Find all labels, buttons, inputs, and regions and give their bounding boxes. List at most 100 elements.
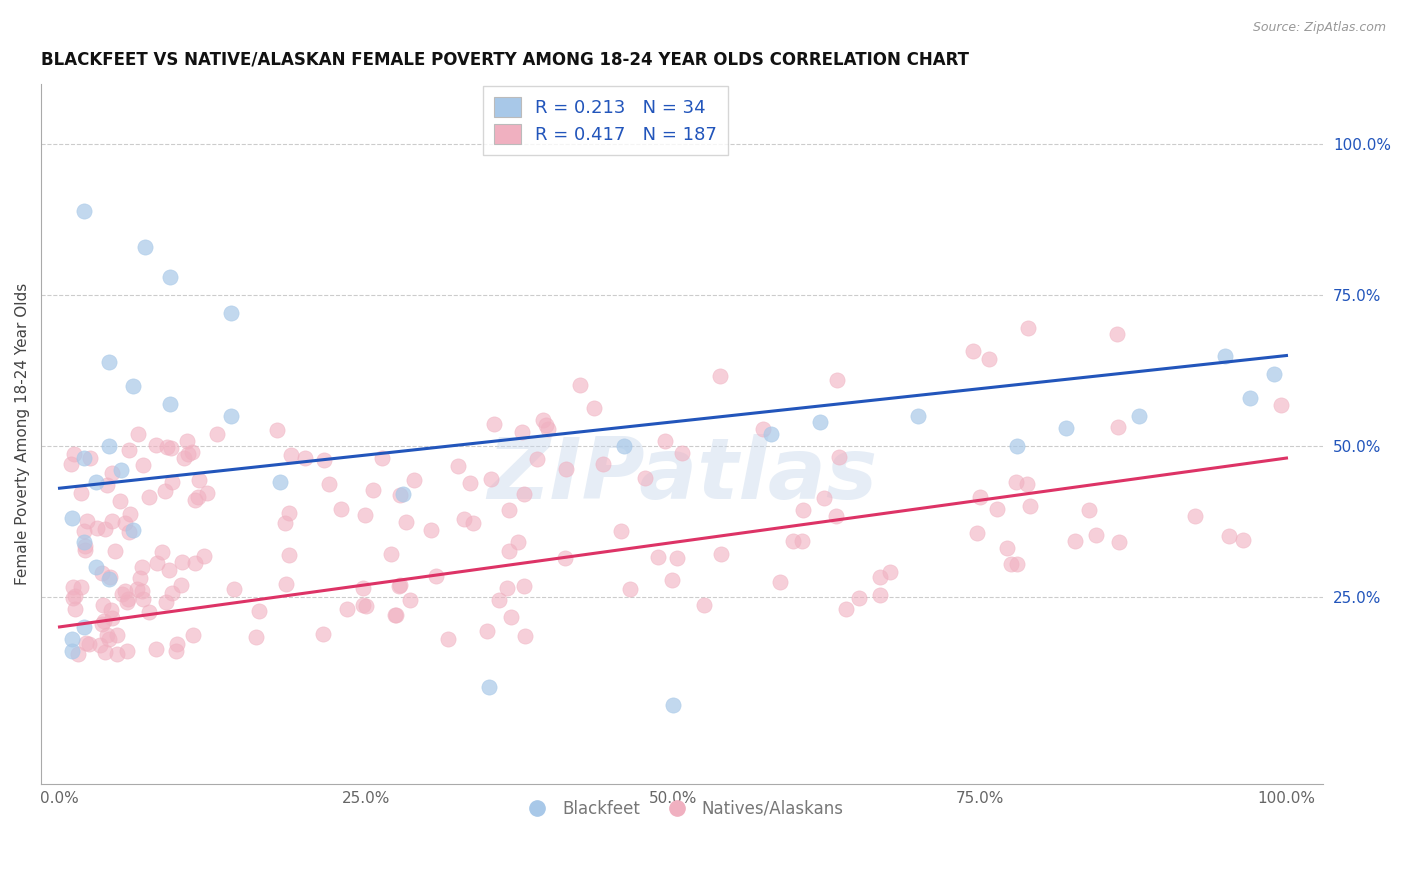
Point <box>73 620 96 634</box>
Point <box>499 610 522 624</box>
Point <box>447 458 470 473</box>
Point <box>995 541 1018 555</box>
Point <box>475 624 498 638</box>
Point <box>1078 503 1101 517</box>
Point <box>404 473 426 487</box>
Point <box>117 592 139 607</box>
Point <box>97 439 120 453</box>
Point <box>389 578 412 592</box>
Point <box>110 463 132 477</box>
Point <box>104 543 127 558</box>
Point <box>269 475 291 490</box>
Point <box>453 512 475 526</box>
Point <box>150 545 173 559</box>
Point <box>1107 327 1129 342</box>
Point <box>91 598 114 612</box>
Point <box>100 603 122 617</box>
Point <box>73 539 96 553</box>
Point <box>79 637 101 651</box>
Point <box>1213 349 1236 363</box>
Point <box>759 426 782 441</box>
Point <box>60 511 83 525</box>
Point <box>278 548 301 562</box>
Point <box>97 572 120 586</box>
Point <box>592 458 614 472</box>
Point <box>425 569 447 583</box>
Point <box>461 516 484 530</box>
Y-axis label: Female Poverty Among 18-24 Year Olds: Female Poverty Among 18-24 Year Olds <box>15 283 30 585</box>
Point <box>318 476 340 491</box>
Point <box>114 584 136 599</box>
Point <box>709 369 731 384</box>
Point <box>352 599 374 613</box>
Point <box>118 524 141 539</box>
Point <box>1054 421 1077 435</box>
Point <box>75 542 97 557</box>
Point <box>193 549 215 563</box>
Point <box>907 409 929 423</box>
Point <box>145 556 167 570</box>
Point <box>484 417 506 431</box>
Point <box>131 592 153 607</box>
Point <box>782 534 804 549</box>
Point <box>205 426 228 441</box>
Point <box>188 474 211 488</box>
Point <box>1270 398 1292 412</box>
Point <box>1107 419 1129 434</box>
Point <box>665 550 688 565</box>
Point <box>75 635 97 649</box>
Point <box>63 602 86 616</box>
Point <box>145 438 167 452</box>
Point <box>98 632 121 647</box>
Point <box>370 450 392 465</box>
Point <box>395 516 418 530</box>
Point <box>478 680 501 694</box>
Point <box>79 451 101 466</box>
Point <box>513 628 536 642</box>
Point <box>314 452 336 467</box>
Point <box>155 595 177 609</box>
Point <box>330 501 353 516</box>
Point <box>89 638 111 652</box>
Point <box>60 644 83 658</box>
Point <box>1085 528 1108 542</box>
Point <box>613 439 636 453</box>
Point <box>1232 533 1254 547</box>
Point <box>808 415 831 429</box>
Point <box>100 514 122 528</box>
Point <box>245 630 267 644</box>
Point <box>792 503 814 517</box>
Point <box>610 524 633 538</box>
Point <box>647 550 669 565</box>
Point <box>488 593 510 607</box>
Point <box>128 571 150 585</box>
Point <box>59 457 82 471</box>
Point <box>671 446 693 460</box>
Point <box>127 427 149 442</box>
Point <box>60 632 83 646</box>
Point <box>1108 535 1130 549</box>
Point <box>280 448 302 462</box>
Point <box>97 354 120 368</box>
Point <box>276 576 298 591</box>
Point <box>554 551 576 566</box>
Point <box>568 378 591 392</box>
Point <box>134 240 156 254</box>
Point <box>122 524 145 538</box>
Point <box>145 642 167 657</box>
Point <box>105 647 128 661</box>
Point <box>513 579 536 593</box>
Point <box>94 645 117 659</box>
Point <box>388 579 411 593</box>
Point <box>114 516 136 530</box>
Point <box>131 559 153 574</box>
Point <box>879 565 901 579</box>
Point <box>380 547 402 561</box>
Point <box>582 401 605 415</box>
Point <box>661 574 683 588</box>
Point <box>1017 321 1039 335</box>
Point <box>1005 475 1028 490</box>
Point <box>869 588 891 602</box>
Point <box>62 447 84 461</box>
Point <box>388 488 411 502</box>
